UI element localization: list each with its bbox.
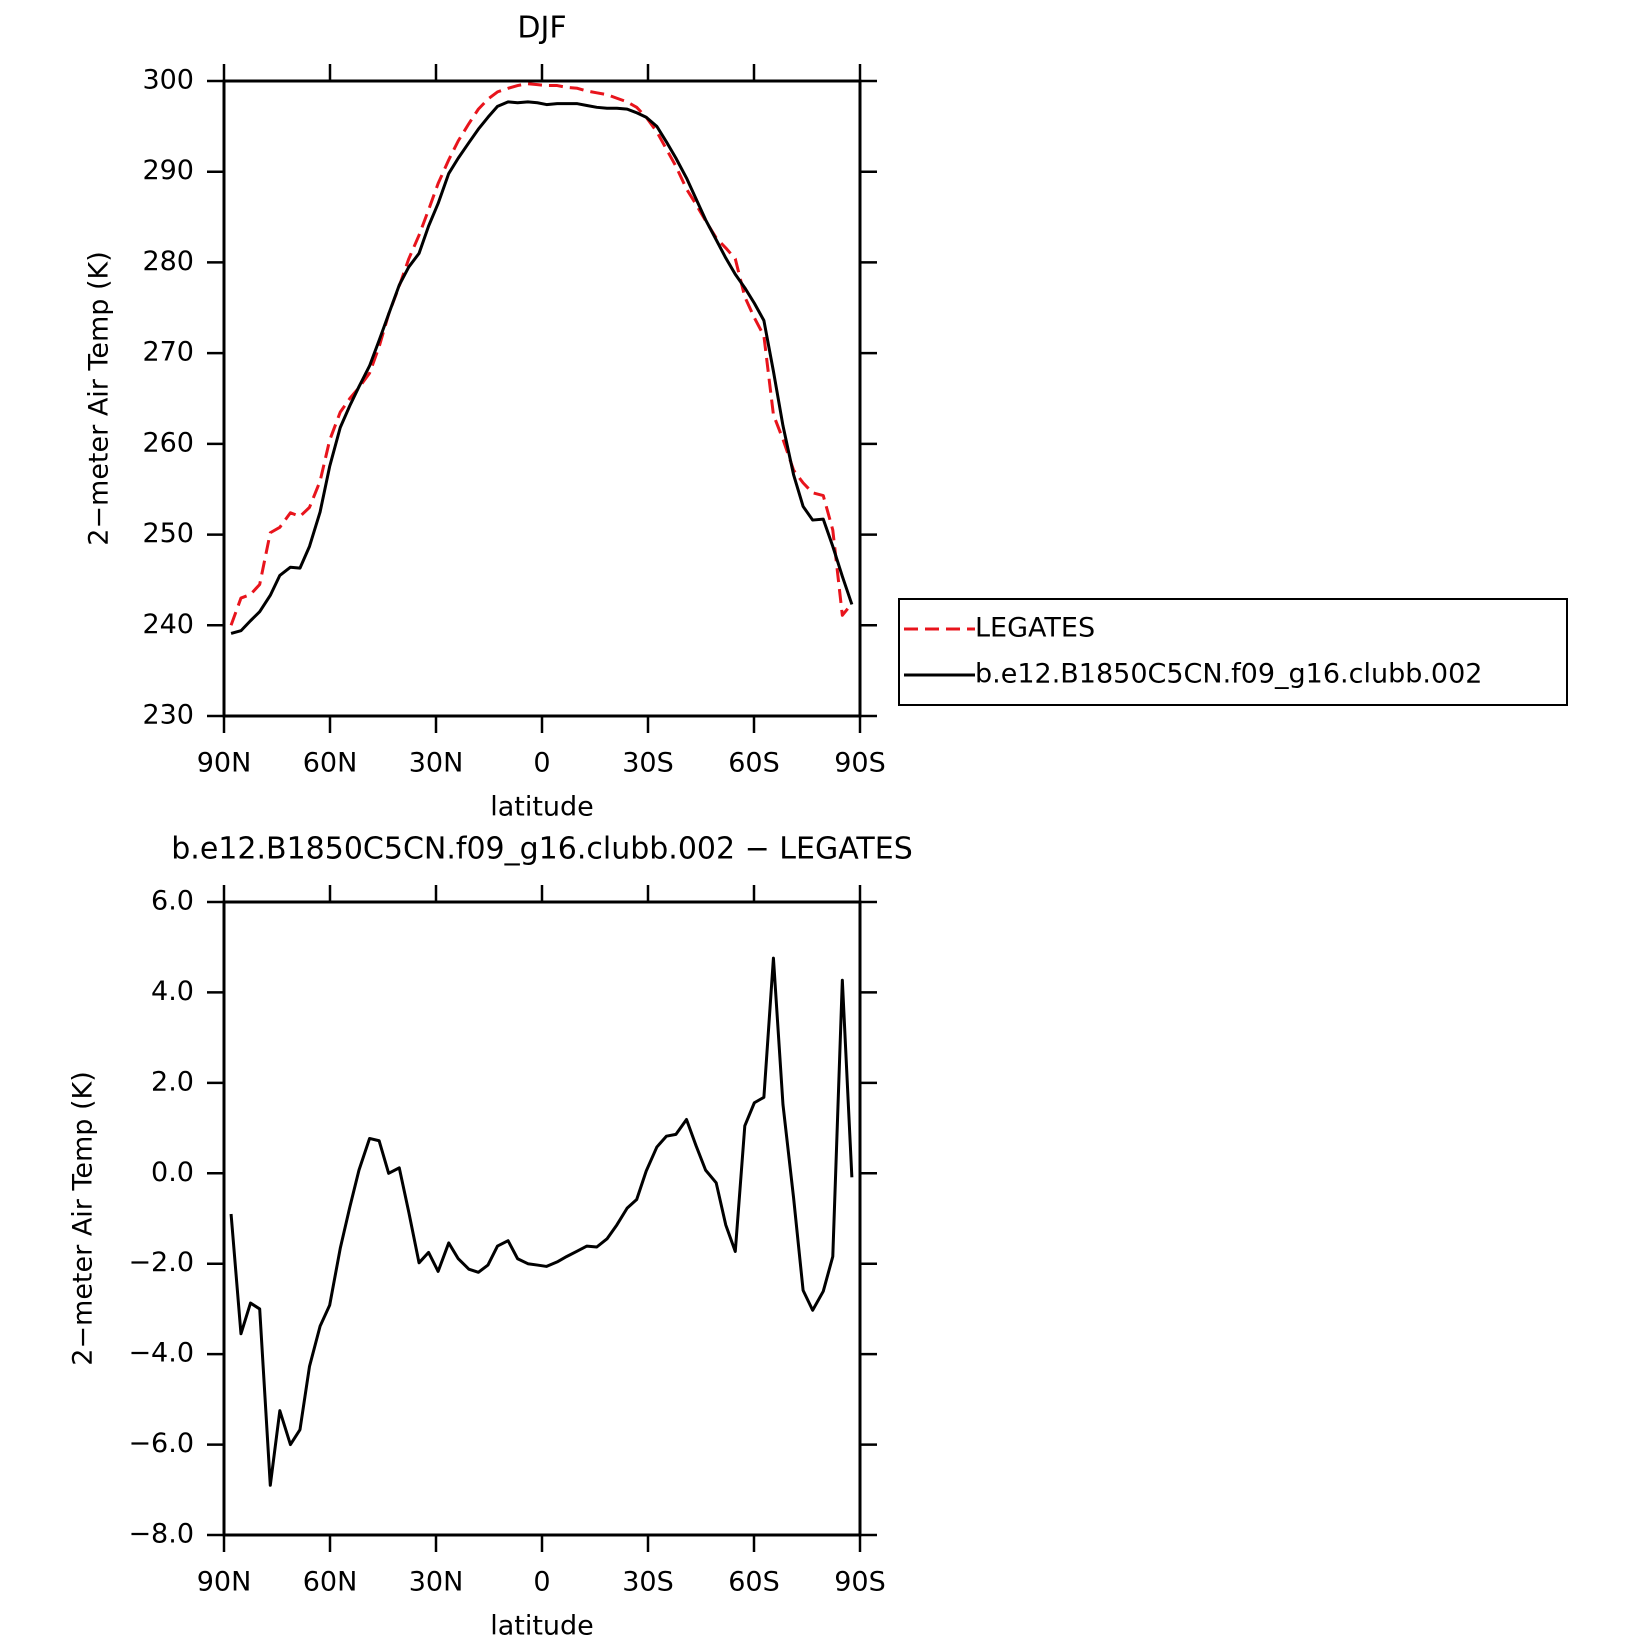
legend-box <box>898 598 1568 706</box>
y-tick-label: 4.0 <box>151 976 194 1007</box>
y-tick-label: −6.0 <box>128 1428 194 1459</box>
x-tick-label: 0 <box>533 1567 550 1598</box>
y-tick-label: 6.0 <box>151 886 194 917</box>
y-axis-title: 2−meter Air Temp (K) <box>84 251 115 546</box>
x-axis-title: latitude <box>490 1611 594 1641</box>
y-tick-label: 280 <box>142 246 194 277</box>
y-tick-label: 290 <box>142 155 194 186</box>
plot-frame <box>222 900 862 1537</box>
y-tick-label: 230 <box>142 700 194 731</box>
x-tick-label: 30N <box>409 748 464 779</box>
y-axis-title: 2−meter Air Temp (K) <box>68 1071 99 1366</box>
x-tick-label: 60S <box>728 748 780 779</box>
x-tick-label: 0 <box>533 748 550 779</box>
legend-label: b.e12.B1850C5CN.f09_g16.clubb.002 <box>975 659 1482 690</box>
data-line <box>230 100 854 635</box>
data-line <box>229 82 854 626</box>
y-tick-label: 240 <box>142 609 194 640</box>
x-tick-label: 30N <box>409 1567 464 1598</box>
x-tick-label: 90S <box>834 1567 886 1598</box>
x-tick-label: 90N <box>197 748 252 779</box>
legend-label: LEGATES <box>975 613 1095 644</box>
y-tick-label: −2.0 <box>128 1247 194 1278</box>
y-tick-label: 250 <box>142 518 194 549</box>
y-tick-label: −4.0 <box>128 1338 194 1369</box>
x-tick-label: 60S <box>728 1567 780 1598</box>
x-tick-label: 30S <box>622 1567 674 1598</box>
x-tick-label: 60N <box>303 748 358 779</box>
chart-title: b.e12.B1850C5CN.f09_g16.clubb.002 − LEGA… <box>171 832 913 867</box>
chart-title: DJF <box>517 11 566 46</box>
y-tick-label: 300 <box>142 65 194 96</box>
x-tick-label: 90S <box>834 748 886 779</box>
y-tick-label: 0.0 <box>151 1157 194 1188</box>
y-tick-label: 270 <box>142 337 194 368</box>
y-tick-label: −8.0 <box>128 1519 194 1550</box>
data-line <box>229 956 854 1487</box>
plot-frame <box>222 79 862 718</box>
y-tick-label: 260 <box>142 427 194 458</box>
x-axis-title: latitude <box>490 792 594 823</box>
y-tick-label: 2.0 <box>151 1066 194 1097</box>
x-tick-label: 90N <box>197 1567 252 1598</box>
x-tick-label: 30S <box>622 748 674 779</box>
x-tick-label: 60N <box>303 1567 358 1598</box>
